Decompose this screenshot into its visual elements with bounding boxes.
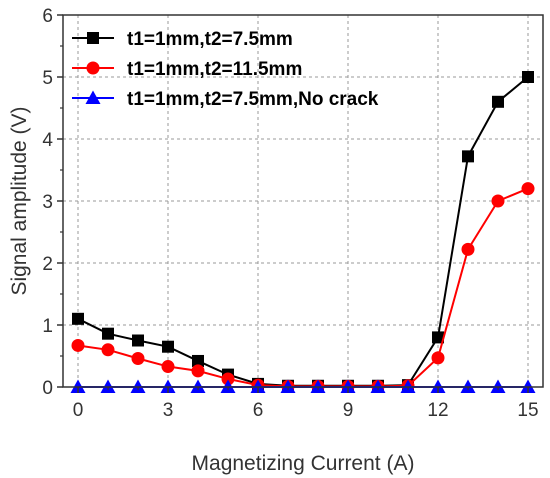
- legend-label: t1=1mm,t2=7.5mm: [127, 29, 293, 50]
- data-point: [72, 312, 84, 325]
- legend-marker: [86, 61, 100, 75]
- legend-marker: [85, 90, 101, 104]
- legend-marker: [87, 32, 99, 44]
- legend-label: t1=1mm,t2=7.5mm,No crack: [127, 89, 379, 110]
- x-tick-label: 6: [253, 400, 264, 421]
- y-tick-label: 6: [42, 6, 53, 27]
- series-circle: [71, 182, 535, 393]
- data-point: [71, 338, 85, 352]
- data-point: [131, 351, 145, 365]
- y-tick-label: 4: [42, 130, 53, 151]
- data-point: [461, 242, 475, 256]
- y-tick-label: 2: [42, 254, 53, 275]
- x-tick-label: 0: [73, 400, 84, 421]
- data-point: [101, 343, 115, 357]
- x-tick-label: 3: [163, 400, 174, 421]
- legend-item: t1=1mm,t2=7.5mm,No crack: [72, 89, 379, 110]
- legend-label: t1=1mm,t2=11.5mm: [127, 59, 302, 80]
- data-point: [462, 150, 474, 163]
- data-point: [102, 327, 114, 340]
- data-point: [132, 334, 144, 347]
- data-point: [191, 364, 205, 378]
- y-tick-label: 5: [42, 68, 53, 89]
- x-tick-label: 15: [517, 400, 538, 421]
- legend-item: t1=1mm,t2=11.5mm: [72, 59, 302, 80]
- x-tick-label: 9: [343, 400, 354, 421]
- data-point: [491, 194, 505, 208]
- data-point: [492, 95, 504, 108]
- series-line: [77, 76, 529, 387]
- data-point: [221, 372, 235, 386]
- data-point: [161, 360, 175, 374]
- y-tick-label: 3: [42, 192, 53, 213]
- grid: [63, 14, 543, 387]
- x-axis-label: Magnetizing Current (A): [192, 452, 415, 475]
- series-line: [77, 187, 529, 388]
- y-tick-label: 0: [42, 378, 53, 399]
- data-point: [431, 351, 445, 365]
- series-square: [72, 71, 534, 392]
- legend: t1=1mm,t2=7.5mm t1=1mm,t2=11.5mm t1=1mm,t2…: [72, 29, 379, 110]
- data-point: [432, 331, 444, 344]
- data-point: [522, 71, 534, 83]
- y-axis-label: Signal amplitude (V): [8, 106, 31, 295]
- legend-item: t1=1mm,t2=7.5mm: [72, 29, 293, 50]
- data-point: [162, 340, 174, 353]
- y-tick-label: 1: [42, 316, 53, 337]
- series-layer: [70, 71, 536, 393]
- data-point: [192, 354, 204, 367]
- x-tick-label: 12: [427, 400, 448, 421]
- data-point: [521, 182, 535, 196]
